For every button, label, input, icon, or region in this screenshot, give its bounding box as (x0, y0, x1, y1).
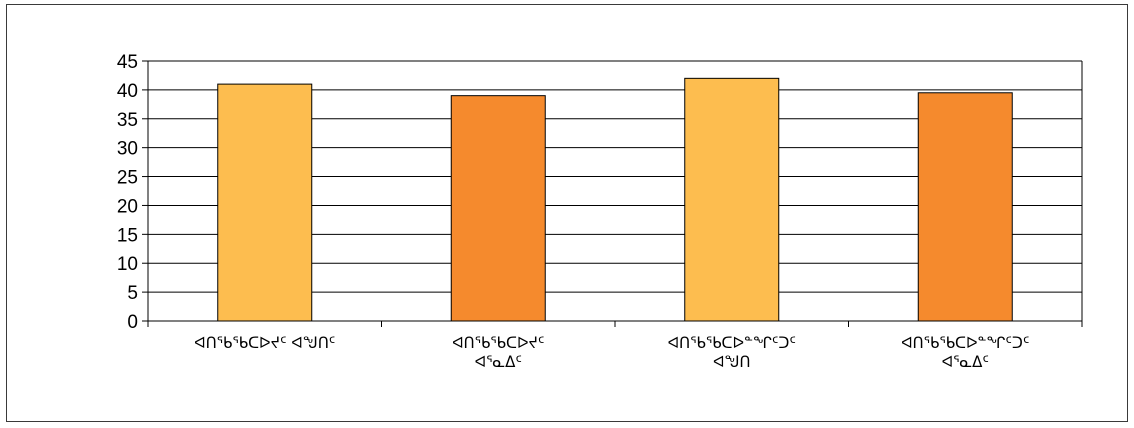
x-category-label: ᐊᑎᖃᖃᑕᐅᓐᖏᑦᑐᑦ ᐊᖑᑎ (668, 334, 796, 371)
y-tick-label: 15 (117, 225, 138, 246)
x-category-label-line: ᐊᑎᖃᖃᑕᐅᓐᖏᑦᑐᑦ (668, 334, 796, 352)
x-category-label-line: ᐊᑎᖃᖃᑕᐅᓐᖏᑦᑐᑦ (901, 334, 1029, 352)
y-tick-label: 35 (117, 110, 138, 131)
bar-chart: 0 5 10 15 20 25 30 35 40 45 ᐊᑎᖃᖃᑕᐅᔪᑦ ᐊᖑᑎᑦ ᐊᑎᖃᖃᑕᐅᔪᑦ… (117, 52, 1083, 371)
y-tick-label: 10 (117, 254, 138, 275)
x-category-label-line: ᐊᑎᖃᖃᑕᐅᔪᑦ (452, 334, 544, 352)
x-category-label-line: ᐊᕐᓇᐃᑦ (475, 353, 522, 371)
y-tick-label: 25 (117, 168, 138, 189)
bar-1 (217, 83, 313, 322)
bar-2 (450, 95, 546, 322)
x-category-label-line: ᐊᖑᑎ (713, 353, 751, 371)
bars (217, 77, 1013, 322)
x-category-label-line: ᐊᑎᖃᖃᑕᐅᔪᑦ ᐊᖑᑎᑦ (194, 334, 335, 352)
y-tick-label: 20 (117, 196, 138, 217)
bar-3 (684, 77, 780, 322)
x-category-label: ᐊᑎᖃᖃᑕᐅᔪᑦ ᐊᖑᑎᑦ (194, 334, 335, 352)
chart-frame: 0 5 10 15 20 25 30 35 40 45 ᐊᑎᖃᖃᑕᐅᔪᑦ ᐊᖑᑎᑦ ᐊᑎᖃᖃᑕᐅᔪᑦ… (6, 4, 1128, 422)
y-tick-label: 40 (117, 81, 138, 102)
y-axis-tick-labels: 0 5 10 15 20 25 30 35 40 45 (117, 52, 138, 333)
x-category-label: ᐊᑎᖃᖃᑕᐅᓐᖏᑦᑐᑦ ᐊᕐᓇᐃᑦ (901, 334, 1029, 371)
axes (142, 60, 1083, 327)
y-tick-label: 30 (117, 139, 138, 160)
y-tick-label: 5 (127, 283, 138, 304)
y-tick-label: 0 (127, 312, 138, 333)
bar-4 (917, 92, 1013, 322)
x-category-label: ᐊᑎᖃᖃᑕᐅᔪᑦ ᐊᕐᓇᐃᑦ (452, 334, 544, 371)
x-category-label-line: ᐊᕐᓇᐃᑦ (942, 353, 989, 371)
y-tick-label: 45 (117, 52, 138, 73)
